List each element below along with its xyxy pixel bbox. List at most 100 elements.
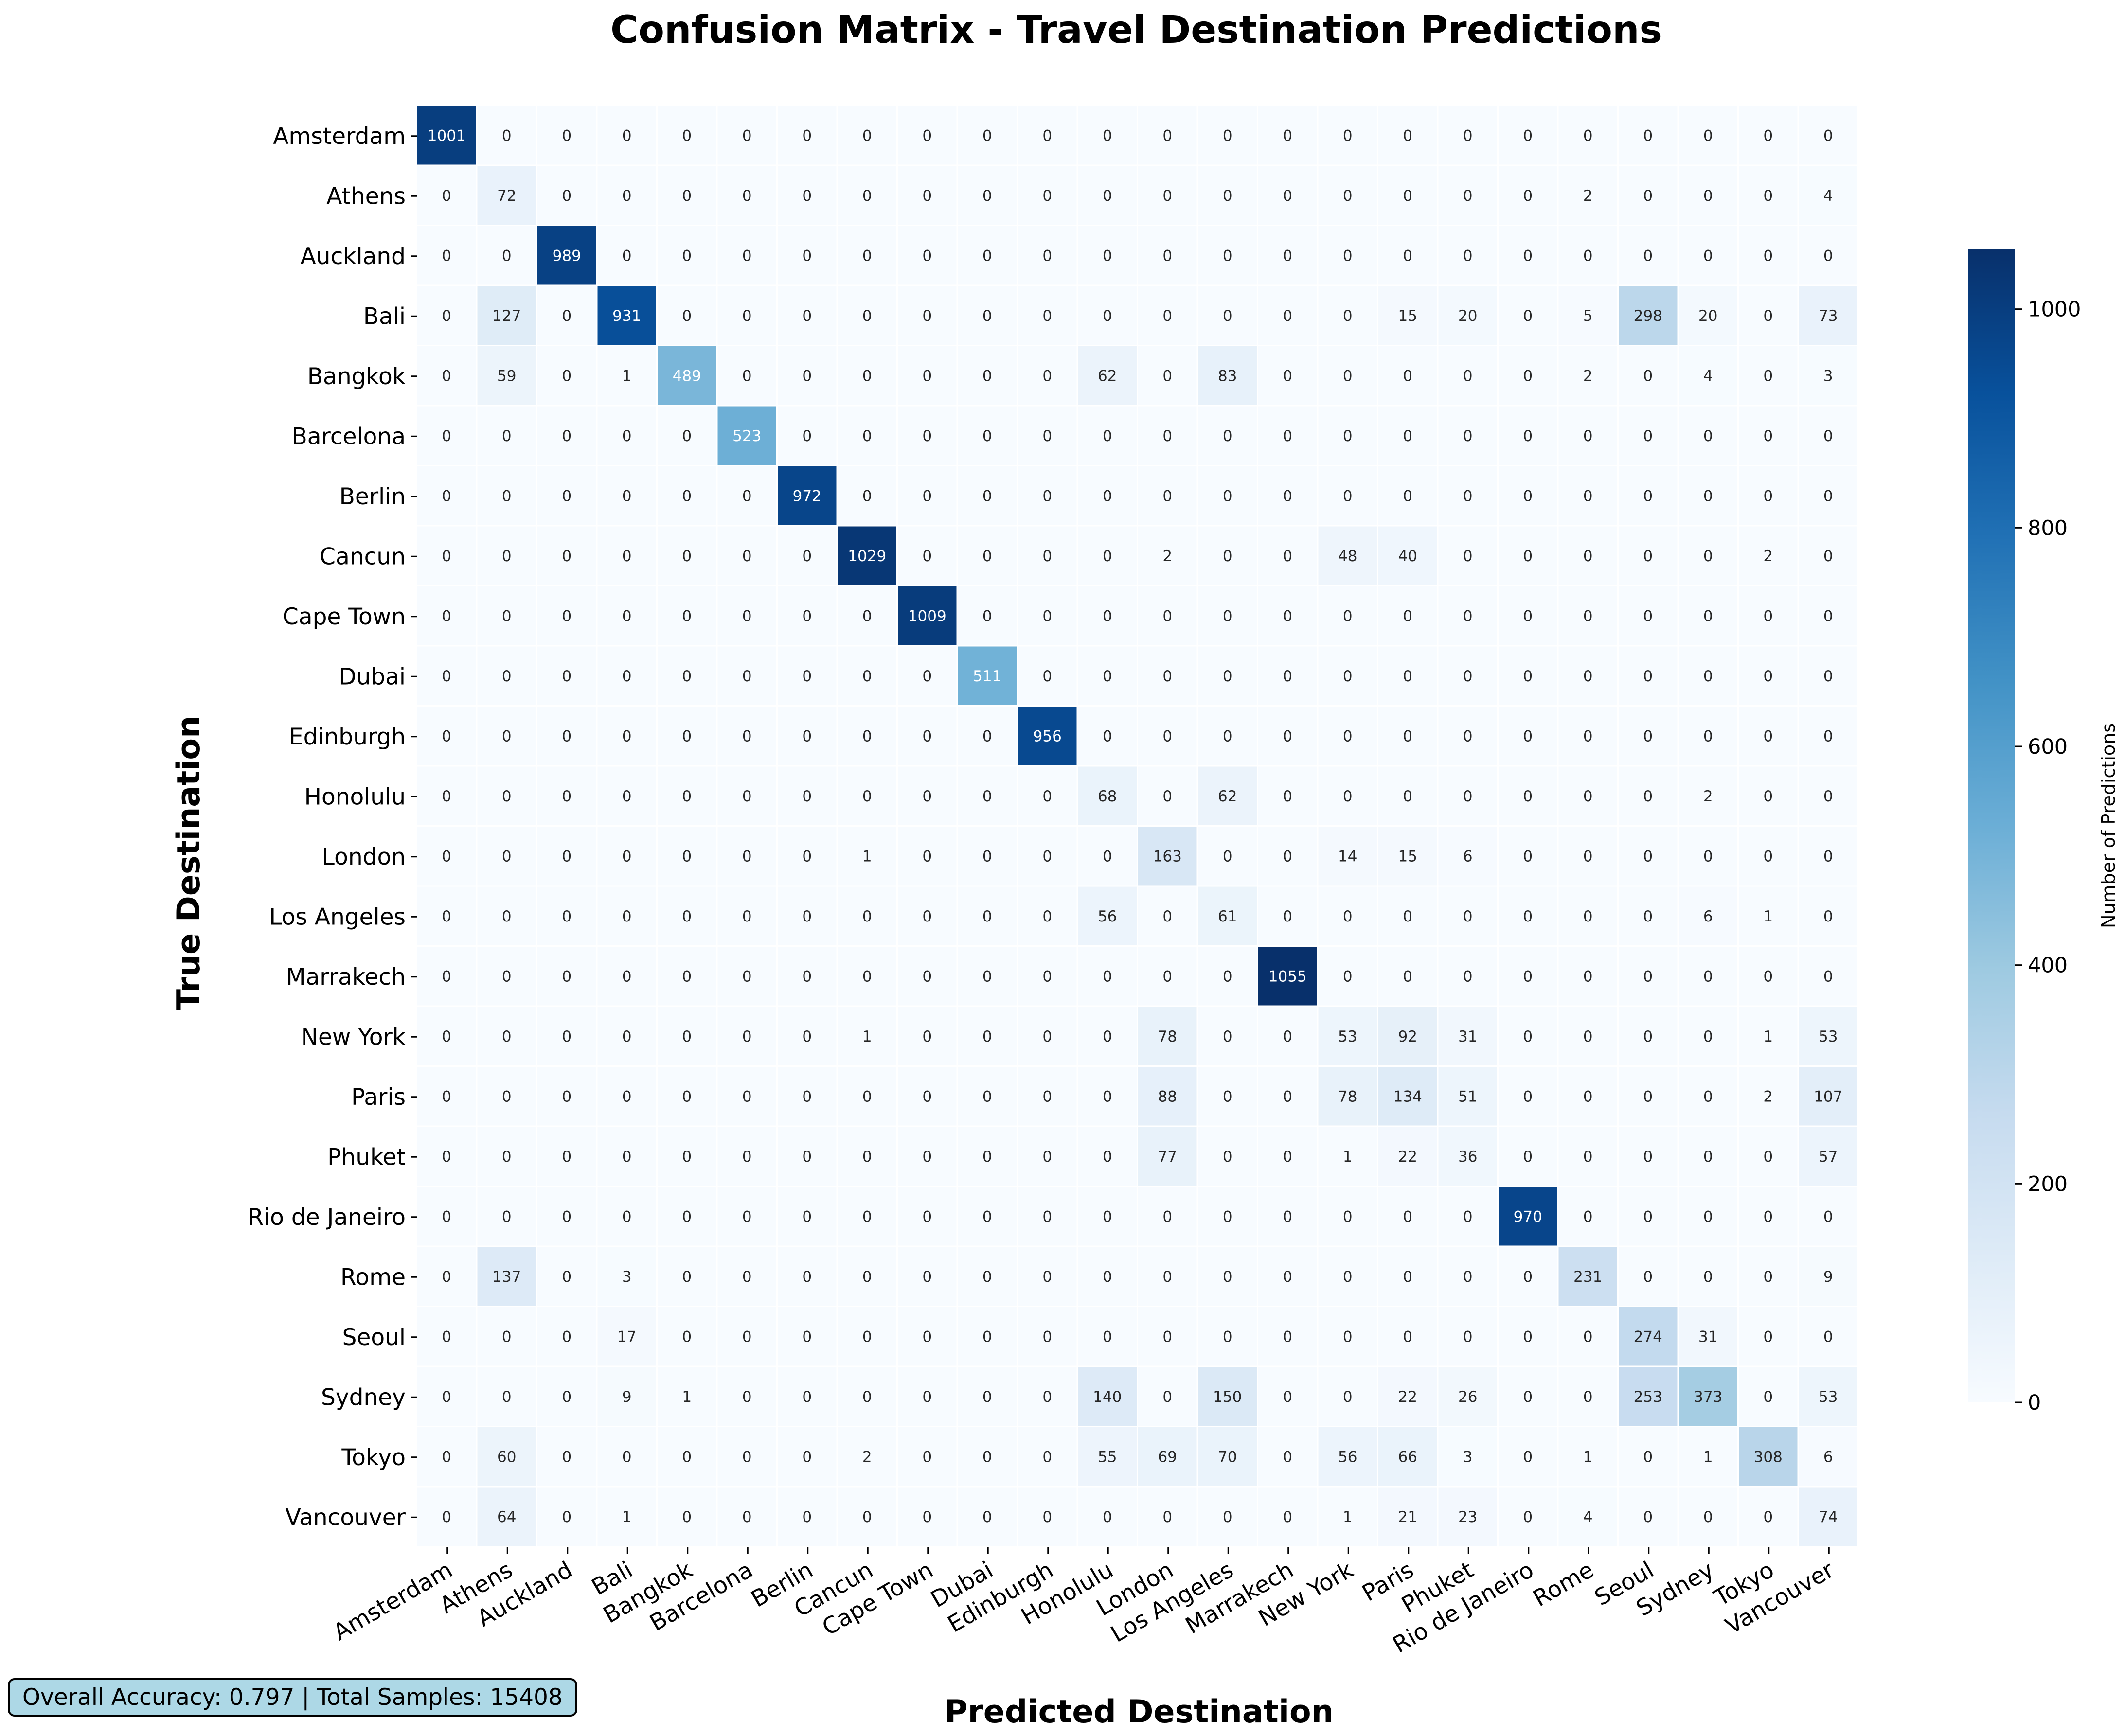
heatmap-cell-label: 0	[1343, 788, 1353, 805]
heatmap-cell	[1018, 406, 1077, 465]
heatmap-cell-label: 62	[1218, 788, 1237, 805]
heatmap-cell-label: 0	[982, 307, 992, 325]
heatmap-cell	[597, 1247, 656, 1306]
heatmap-cell-label: 0	[1523, 848, 1533, 865]
heatmap-cell-label: 0	[1523, 307, 1533, 325]
heatmap-cell	[1078, 1307, 1137, 1366]
heatmap-cell-label: 0	[1583, 1388, 1593, 1406]
heatmap-cell-label: 0	[802, 1388, 812, 1406]
heatmap-cell-label: 0	[802, 548, 812, 565]
heatmap-cell-label: 0	[442, 1028, 451, 1045]
heatmap-cell-label: 0	[982, 1148, 992, 1166]
heatmap-cell	[1258, 466, 1317, 525]
heatmap-cell-label: 0	[1463, 1208, 1473, 1225]
heatmap-cell-label: 0	[442, 848, 451, 865]
heatmap-cell-label: 14	[1338, 848, 1357, 865]
heatmap-cell	[1078, 226, 1137, 285]
heatmap-cell	[477, 1007, 536, 1065]
heatmap-cell	[1378, 106, 1437, 165]
heatmap-cell	[1078, 166, 1137, 225]
heatmap-cell-label: 0	[922, 848, 932, 865]
heatmap-cell-label: 0	[1042, 1088, 1052, 1105]
heatmap-cell-label: 0	[862, 127, 872, 144]
heatmap-cell-label: 0	[622, 848, 632, 865]
heatmap-cell-label: 0	[1703, 487, 1713, 505]
heatmap-cell-label: 150	[1213, 1388, 1242, 1406]
heatmap-cell-label: 0	[502, 607, 512, 625]
heatmap-cell	[1619, 1187, 1678, 1246]
heatmap-cell-label: 0	[982, 487, 992, 505]
heatmap-cell	[1679, 827, 1737, 886]
heatmap-cell	[717, 286, 776, 345]
heatmap-cell	[1799, 1187, 1857, 1246]
heatmap-cell	[1438, 586, 1497, 645]
heatmap-cell-label: 0	[1042, 187, 1052, 205]
heatmap-cell-label: 0	[1042, 307, 1052, 325]
heatmap-cell	[1499, 827, 1557, 886]
heatmap-cell	[417, 707, 476, 765]
y-tick-label: Cancun	[320, 543, 406, 570]
heatmap-cell-label: 0	[562, 427, 571, 445]
heatmap-cell-label: 0	[1162, 668, 1172, 685]
heatmap-cell-label: 0	[502, 1388, 512, 1406]
heatmap-cell	[1378, 1427, 1437, 1486]
heatmap-cell	[1739, 646, 1798, 705]
heatmap-cell	[537, 166, 596, 225]
heatmap-cell-label: 26	[1458, 1388, 1477, 1406]
heatmap-cell-label: 0	[742, 1508, 752, 1526]
heatmap-cell	[1318, 586, 1377, 645]
heatmap-cell	[658, 947, 716, 1006]
heatmap-cell	[1438, 766, 1497, 825]
heatmap-cell-label: 0	[1283, 187, 1292, 205]
heatmap-cell	[1558, 526, 1617, 585]
heatmap-cell	[597, 226, 656, 285]
heatmap-cell-label: 0	[562, 307, 571, 325]
heatmap-cell-label: 0	[562, 1148, 571, 1166]
heatmap-cell	[1679, 466, 1737, 525]
heatmap-cell-label: 78	[1158, 1028, 1177, 1045]
heatmap-cell-label: 0	[1523, 548, 1533, 565]
heatmap-cell-label: 0	[502, 1028, 512, 1045]
heatmap-cell-label: 0	[742, 607, 752, 625]
heatmap-cell-label: 0	[922, 367, 932, 385]
accuracy-summary-box: Overall Accuracy: 0.797 | Total Samples:…	[8, 1678, 577, 1717]
heatmap-cell-label: 0	[442, 788, 451, 805]
heatmap-cell-label: 0	[1703, 968, 1713, 985]
heatmap-cell	[1558, 1367, 1617, 1426]
heatmap-cell	[1558, 1067, 1617, 1126]
heatmap-cell	[1679, 346, 1737, 405]
heatmap-cell	[838, 106, 896, 165]
heatmap-cell-label: 0	[1042, 1268, 1052, 1286]
heatmap-cell	[898, 646, 957, 705]
heatmap-cell	[898, 947, 957, 1006]
heatmap-cell-label: 21	[1398, 1508, 1417, 1526]
heatmap-cell-label: 0	[1643, 1448, 1653, 1466]
heatmap-cell-label: 23	[1458, 1508, 1477, 1526]
heatmap-cell-label: 0	[502, 487, 512, 505]
heatmap-cell-label: 0	[502, 1328, 512, 1346]
heatmap-cell-label: 0	[982, 247, 992, 265]
heatmap-cell	[898, 346, 957, 405]
heatmap-cell-label: 0	[1643, 1028, 1653, 1045]
heatmap-cell	[838, 526, 896, 585]
heatmap-cell	[597, 1127, 656, 1186]
heatmap-cell	[1739, 466, 1798, 525]
heatmap-cell-label: 0	[1223, 1088, 1232, 1105]
heatmap-cell-label: 0	[742, 1028, 752, 1045]
heatmap-cell	[1378, 166, 1437, 225]
heatmap-cell	[958, 1367, 1017, 1426]
heatmap-cell-label: 0	[802, 307, 812, 325]
heatmap-cell-label: 0	[442, 247, 451, 265]
heatmap-cell-label: 0	[742, 668, 752, 685]
heatmap-cell-label: 0	[1042, 247, 1052, 265]
y-tick-label: Vancouver	[285, 1504, 406, 1531]
heatmap-cell-label: 0	[1583, 668, 1593, 685]
heatmap-cell-label: 0	[1463, 1268, 1473, 1286]
colorbar-tick-label: 400	[2028, 954, 2068, 978]
heatmap-cell	[1258, 886, 1317, 945]
heatmap-cell	[597, 286, 656, 345]
heatmap-grid: 1001 0 0 0 0 0 0 0 0 0 0 0 0 0 0 0 0 0 0 0 0 0 0 00 72 0 0 0 0 0 0 0 0 0 0…	[417, 106, 1857, 1546]
heatmap-cell-label: 15	[1398, 307, 1417, 325]
heatmap-cell-label: 0	[562, 187, 571, 205]
heatmap-cell	[778, 766, 837, 825]
